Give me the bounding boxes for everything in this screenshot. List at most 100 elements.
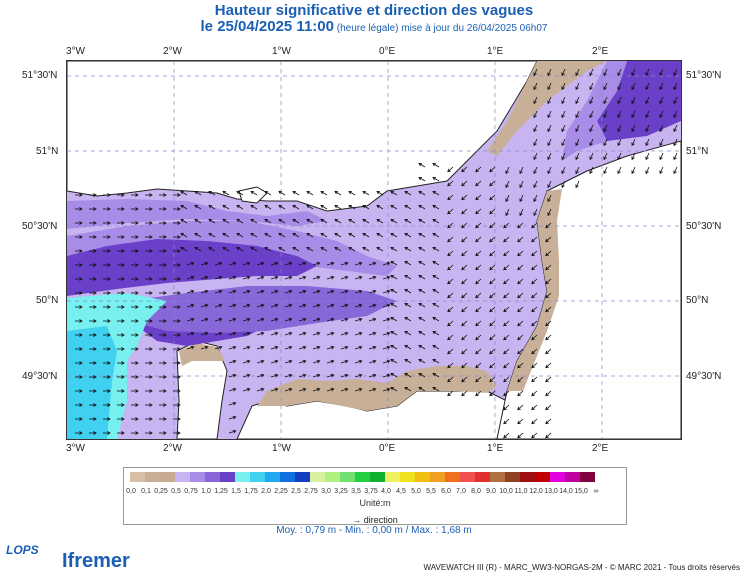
direction-arrow (589, 152, 594, 160)
direction-arrow-head (645, 72, 649, 77)
color-bar-tick-label: 2,5 (291, 488, 301, 495)
direction-arrow (533, 180, 538, 188)
direction-arrow-head (274, 275, 279, 280)
direction-arrow (200, 262, 208, 266)
x-tick-top: 1°W (272, 46, 291, 57)
direction-arrow (404, 191, 412, 196)
x-tick-bottom: 1°W (272, 443, 291, 454)
direction-arrow-head (218, 317, 223, 322)
direction-arrow-head (288, 345, 293, 350)
direction-arrow-head (121, 347, 125, 351)
direction-arrow-head (404, 246, 408, 251)
direction-arrow-head (121, 403, 125, 407)
direction-arrow (326, 276, 334, 280)
direction-arrow (503, 348, 510, 354)
color-bar-tick-label: 6,0 (441, 488, 451, 495)
direction-arrow (517, 362, 524, 368)
direction-arrow-head (545, 308, 549, 313)
direction-arrow (461, 348, 468, 354)
color-bar-swatch (415, 472, 430, 482)
direction-arrow-head (232, 359, 237, 364)
direction-arrow-head (302, 345, 307, 350)
direction-arrow (447, 166, 454, 172)
direction-arrow-head (376, 246, 380, 251)
direction-arrow-head (390, 358, 394, 363)
direction-arrow-head (533, 142, 537, 147)
direction-arrow-head (358, 345, 363, 350)
direction-arrow (461, 320, 468, 326)
direction-arrow (531, 236, 538, 242)
wave-band-1.25 (597, 61, 681, 141)
direction-arrow-head (163, 389, 167, 393)
direction-arrow (531, 250, 538, 256)
color-bar-tick-label: 8,0 (471, 488, 481, 495)
direction-arrow (475, 166, 482, 172)
direction-arrow (242, 290, 250, 294)
direction-arrow (284, 388, 292, 392)
direction-arrow (603, 96, 608, 104)
direction-arrow (447, 278, 454, 284)
direction-arrow-head (236, 232, 240, 237)
direction-arrow-head (121, 221, 125, 225)
direction-arrow (631, 138, 636, 146)
direction-arrow (603, 124, 608, 132)
direction-arrow (575, 68, 580, 76)
direction-arrow (673, 96, 678, 104)
direction-arrow-head (545, 364, 549, 369)
forecast-time: le 25/04/2025 11:00 (200, 18, 334, 35)
direction-arrow (447, 250, 454, 256)
direction-arrow-head (673, 114, 677, 119)
direction-arrow (354, 374, 362, 378)
direction-arrow (533, 68, 538, 76)
direction-arrow (326, 304, 334, 308)
direction-arrow (390, 303, 398, 308)
direction-arrow-head (177, 431, 181, 435)
direction-arrow (533, 82, 538, 90)
direction-arrow-head (617, 114, 621, 119)
direction-arrow (404, 233, 412, 238)
x-tick-bottom: 0°E (379, 443, 396, 454)
direction-arrow (561, 110, 566, 118)
direction-arrow-head (218, 303, 223, 308)
direction-arrow (270, 262, 278, 266)
direction-arrow-head (121, 277, 125, 281)
direction-arrow (659, 166, 664, 174)
wave-height-map[interactable] (66, 60, 682, 440)
direction-arrow-head (617, 86, 621, 91)
direction-arrow-head (372, 345, 377, 350)
direction-arrow-head (390, 232, 394, 237)
direction-arrow-head (222, 232, 226, 237)
direction-arrow-head (489, 294, 493, 299)
direction-arrow-head (180, 246, 184, 251)
direction-arrow-head (121, 333, 125, 337)
direction-arrow-head (302, 359, 307, 364)
direction-arrow (461, 264, 468, 270)
direction-arrow-head (246, 373, 251, 378)
direction-arrow-head (232, 415, 237, 420)
direction-arrow (298, 304, 306, 308)
direction-arrow-head (208, 232, 212, 237)
direction-arrow-head (135, 263, 139, 267)
y-tick-left: 51°N (36, 146, 59, 157)
direction-arrow-head (302, 387, 307, 392)
direction-arrow (404, 247, 412, 252)
direction-arrow (404, 359, 412, 364)
color-bar-swatch (505, 472, 520, 482)
direction-arrow-head (386, 373, 391, 378)
direction-arrow-head (93, 221, 97, 225)
direction-arrow-head (589, 128, 593, 133)
direction-arrow (390, 373, 398, 378)
lops-logo: LOPS (6, 543, 39, 557)
direction-arrow-head (278, 190, 282, 195)
direction-arrow-head (517, 224, 521, 229)
direction-arrow-head (358, 261, 363, 266)
direction-arrow-head (447, 364, 451, 369)
direction-arrow (256, 360, 264, 364)
color-bar-tick-label: 14,0 (559, 488, 573, 495)
direction-arrow-head (358, 373, 363, 378)
direction-arrow-head (121, 291, 125, 295)
direction-arrow-head (330, 359, 335, 364)
direction-arrow (418, 191, 426, 196)
direction-arrow (503, 376, 510, 382)
direction-arrow-head (372, 359, 377, 364)
